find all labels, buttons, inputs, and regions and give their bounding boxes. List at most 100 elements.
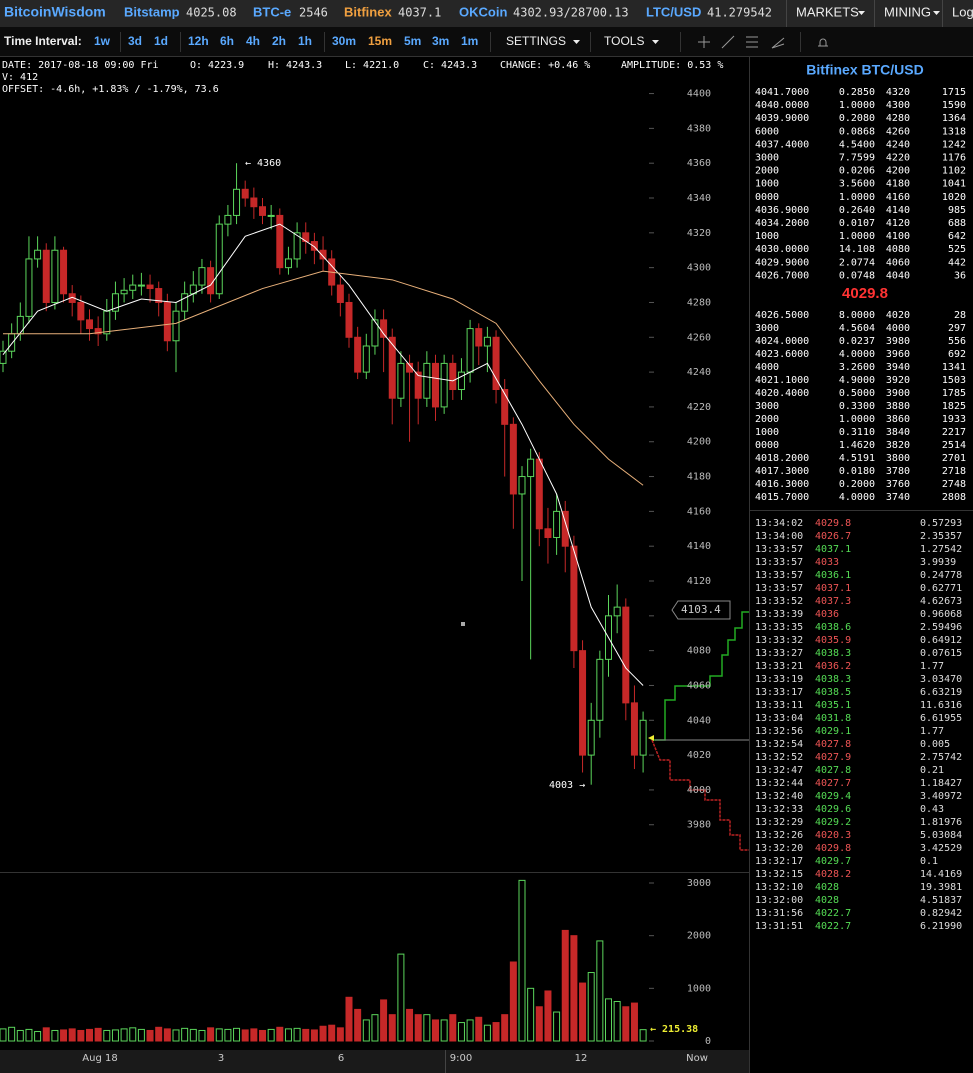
ob-sum-price: 4220 [886,153,910,164]
interval[interactable]: 1w [94,34,111,48]
candle-body [267,214,275,217]
ob-sum-amount: 556 [948,336,966,347]
interval[interactable]: 5m [404,34,421,48]
interval[interactable]: 3d [128,34,142,48]
trade-price: 4029.8 [815,843,851,854]
ob-amount: 0.0180 [839,466,875,477]
volume-bar [432,1019,439,1042]
candle-body [25,258,33,317]
trade-price: 4036.2 [815,661,851,672]
ob-sum-amount: 1590 [942,100,966,111]
menu-caret [652,40,659,44]
candle-body [432,362,439,408]
exchange-name[interactable]: Bitstamp [124,4,180,19]
trade-time: 13:32:56 [755,726,803,737]
interval[interactable]: 30m [332,34,356,48]
exchange-price: 4037.1 [398,6,441,20]
trade-amount: 3.40972 [920,791,962,802]
x-axis-bar [0,1050,749,1073]
candle-body [466,328,474,373]
ob-amount: 4.5191 [839,453,875,464]
exchange-name[interactable]: BTC-e [253,4,291,19]
ob-sum-amount: 1020 [942,192,966,203]
trade-time: 13:32:20 [755,843,803,854]
ob-sum-price: 4080 [886,244,910,255]
toolbar-menu[interactable]: SETTINGS [506,34,566,48]
tool-icons[interactable] [698,35,828,49]
trade-amount: 3.9939 [920,557,956,568]
ob-price: 2000 [755,166,779,177]
menu[interactable]: Login [952,4,973,19]
ob-amount: 7.7599 [839,153,875,164]
info-volume: V: 412 [2,72,38,83]
ob-amount: 4.5604 [839,323,875,334]
interval[interactable]: 3m [432,34,449,48]
trade-price: 4031.8 [815,713,851,724]
header-bar [0,0,973,27]
candle-body [414,371,422,399]
ob-sum-price: 4160 [886,192,910,203]
y-tick-label: 4000 [687,785,711,796]
exchange-price: 41.279542 [707,6,772,20]
trade-amount: 11.6316 [920,700,962,711]
interval[interactable]: 1m [461,34,478,48]
interval[interactable]: 2h [272,34,286,48]
info: H: 4243.3 [268,60,322,71]
trade-time: 13:32:44 [755,778,803,789]
candle-body [527,458,535,478]
interval[interactable]: 4h [246,34,260,48]
exchange-name[interactable]: Bitfinex [344,4,392,19]
y-tick-label: 4200 [687,437,711,448]
volume-bar [8,1026,16,1042]
low-label: 4003 → [549,780,585,791]
menu[interactable]: MINING [884,4,931,19]
candle-body [579,650,587,756]
ob-price: 4029.9000 [755,257,809,268]
interval[interactable]: 15m [368,34,392,48]
trade-time: 13:32:33 [755,804,803,815]
x-tick-label: 6 [338,1053,344,1064]
ob-price: 4024.0000 [755,336,809,347]
candle-body [86,319,93,330]
volume-bar [622,1006,630,1042]
ob-amount: 1.0000 [839,192,875,203]
ob-price: 4030.0000 [755,244,809,255]
trade-amount: 1.18427 [920,778,962,789]
candle-body [215,223,223,295]
exchange-name[interactable]: LTC/USD [646,4,701,19]
toolbar-menu[interactable]: TOOLS [604,34,644,48]
volume-bar [276,1026,284,1042]
volume-bar [51,1029,59,1042]
brand[interactable]: BitcoinWisdom [4,4,106,20]
candle-body [501,389,509,425]
ob-sum-amount: 1102 [942,166,966,177]
interval[interactable]: 12h [188,34,209,48]
volume-bar [457,1022,465,1042]
last-arrow [648,735,654,741]
volume-bar [371,1014,379,1042]
volume-bar [475,1016,483,1042]
trade-time: 13:33:57 [755,570,803,581]
candle-body [146,284,154,290]
ob-price: 4026.7000 [755,270,809,281]
y-tick-label: 4360 [687,158,711,169]
ob-amount: 0.3110 [839,427,875,438]
volume-bar [579,982,587,1042]
trade-time: 13:33:21 [755,661,803,672]
interval[interactable]: 1h [298,34,312,48]
interval[interactable]: 6h [220,34,234,48]
ob-price: 4021.1000 [755,375,809,386]
ob-price: 4020.4000 [755,388,809,399]
candle-body [276,214,284,269]
candle-body [388,336,396,399]
menu[interactable]: MARKETS [796,4,859,19]
ob-amount: 0.2000 [839,479,875,490]
volume-bar [406,1008,414,1042]
exchange-name[interactable]: OKCoin [459,4,507,19]
price-tag: 4103.4 [681,603,721,616]
candle-body [224,214,232,225]
ob-price: 3000 [755,323,779,334]
trade-amount: 4.51837 [920,895,962,906]
interval[interactable]: 1d [154,34,168,48]
candle-body [51,249,59,303]
